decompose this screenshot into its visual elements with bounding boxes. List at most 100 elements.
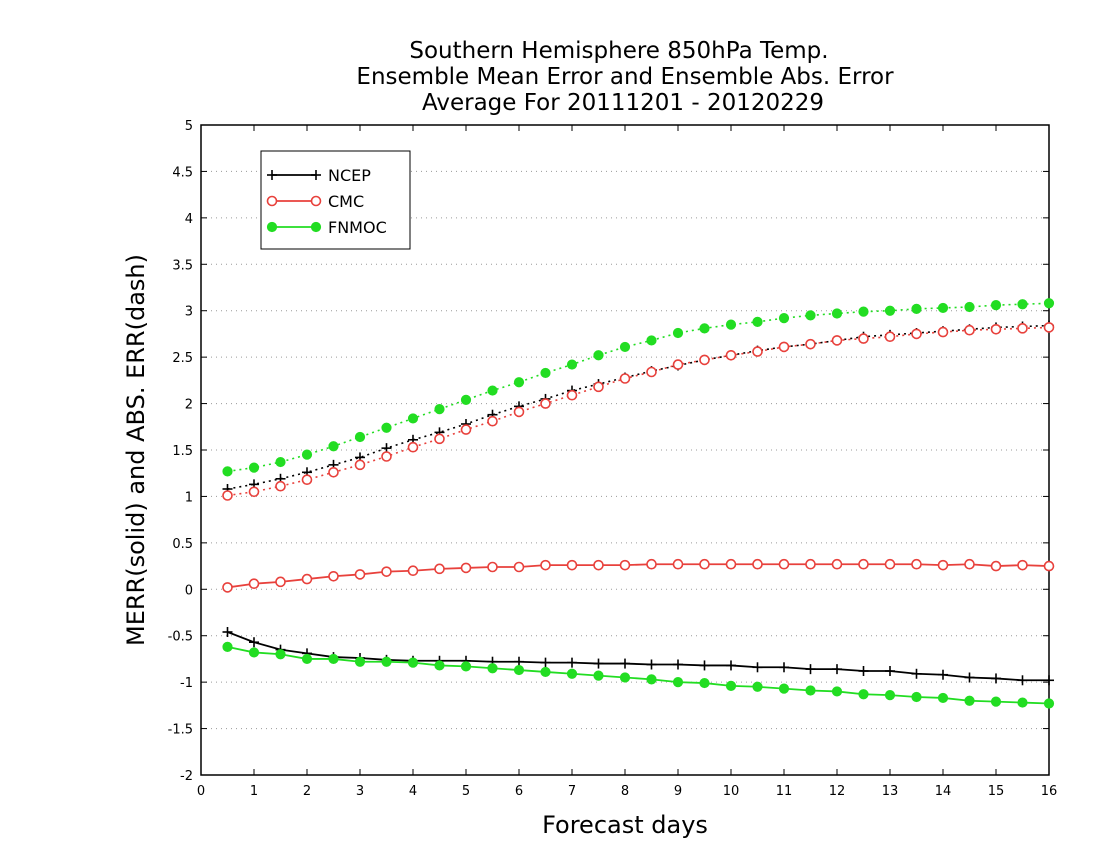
- fnmoc-abs-error-point: [752, 316, 763, 327]
- x-tick-label: 15: [988, 784, 1005, 799]
- ncep-mean-error-line: [227, 631, 1049, 682]
- cmc-mean-error-line: [227, 563, 1050, 589]
- cmc-abs-error-point: [937, 326, 949, 338]
- y-tick-label: -0.5: [168, 630, 193, 645]
- cmc-abs-error-point: [858, 333, 869, 344]
- cmc-abs-error-point: [460, 424, 472, 435]
- cmc-mean-error-point: [540, 559, 551, 571]
- legend-marker: [266, 221, 278, 233]
- x-tick-label: 5: [462, 784, 470, 799]
- fnmoc-abs-error-point: [964, 301, 975, 313]
- cmc-mean-error-point: [513, 561, 525, 573]
- cmc-mean-error-point: [1043, 560, 1055, 572]
- fnmoc-abs-error-point: [593, 350, 604, 361]
- series-ncep: [222, 320, 1054, 686]
- fnmoc-mean-error-point: [434, 660, 445, 671]
- cmc-mean-error-point: [248, 578, 260, 590]
- cmc-abs-error-point: [990, 323, 1002, 335]
- ncep-mean-error-point: [620, 658, 630, 669]
- fnmoc-abs-error-point: [884, 305, 896, 316]
- cmc-mean-error-point: [699, 558, 710, 570]
- ncep-mean-error-point: [699, 660, 710, 671]
- legend-marker: [267, 170, 277, 180]
- fnmoc-mean-error-point: [672, 677, 684, 688]
- cmc-abs-error-point: [354, 459, 366, 471]
- cmc-mean-error-point: [566, 559, 578, 571]
- cmc-mean-error-point: [434, 563, 445, 575]
- fnmoc-abs-error-point: [1043, 298, 1055, 309]
- legend-item-fnmoc: FNMOC: [266, 218, 387, 237]
- cmc-mean-error-point: [222, 582, 233, 593]
- cmc-abs-error-point: [381, 451, 392, 462]
- cmc-mean-error-point: [937, 559, 949, 571]
- y-tick-label: 2: [185, 398, 193, 413]
- fnmoc-abs-error-point: [248, 462, 260, 473]
- ncep-mean-error-point: [726, 660, 736, 671]
- fnmoc-abs-error-point: [407, 413, 419, 424]
- cmc-abs-error-point: [805, 338, 816, 350]
- cmc-abs-error-point: [513, 406, 525, 418]
- x-tick-label: 1: [250, 784, 258, 799]
- cmc-mean-error-point: [911, 558, 922, 570]
- legend-label: CMC: [328, 192, 364, 211]
- fnmoc-abs-error-point: [275, 456, 286, 468]
- fnmoc-mean-error-point: [619, 672, 631, 683]
- fnmoc-abs-error-point: [725, 319, 737, 330]
- fnmoc-abs-error-point: [222, 466, 233, 477]
- axis-ticks: -2-1.5-1-0.500.511.522.533.544.550 1 2 3 4 5 6…: [168, 119, 1058, 799]
- ncep-mean-error-point: [938, 669, 948, 680]
- fnmoc-mean-error-point: [831, 686, 843, 697]
- cmc-abs-error-line: [227, 326, 1050, 497]
- fnmoc-abs-error-point: [1017, 299, 1028, 310]
- cmc-mean-error-point: [725, 558, 737, 570]
- fnmoc-mean-error-point: [540, 666, 551, 678]
- cmc-mean-error-point: [301, 573, 313, 585]
- cmc-mean-error-point: [619, 559, 631, 571]
- cmc-mean-error-point: [884, 558, 896, 570]
- ncep-abs-error-line: [227, 324, 1050, 490]
- cmc-abs-error-point: [778, 341, 790, 353]
- fnmoc-abs-error-point: [301, 449, 313, 460]
- fnmoc-abs-error-line: [227, 302, 1050, 473]
- fnmoc-mean-error-point: [1043, 698, 1055, 709]
- fnmoc-mean-error-point: [566, 668, 578, 679]
- fnmoc-mean-error-point: [593, 670, 604, 681]
- fnmoc-mean-error-point: [699, 677, 710, 689]
- y-tick-label: 0: [185, 583, 193, 598]
- x-tick-label: 11: [776, 784, 793, 799]
- cmc-mean-error-point: [752, 558, 763, 570]
- x-tick-label: 16: [1041, 784, 1058, 799]
- cmc-mean-error-point: [831, 558, 843, 570]
- title-line-3: Average For 20111201 - 20120229: [422, 90, 824, 116]
- ncep-mean-error-point: [779, 662, 789, 673]
- fnmoc-mean-error-point: [1017, 697, 1028, 708]
- ncep-mean-error-point: [991, 673, 1001, 684]
- y-tick-label: 1.5: [172, 444, 193, 459]
- ncep-mean-error-point: [1044, 675, 1054, 686]
- cmc-abs-error-point: [964, 324, 975, 336]
- fnmoc-mean-error-point: [858, 689, 869, 700]
- y-tick-label: 3.5: [172, 258, 193, 273]
- fnmoc-abs-error-point: [672, 327, 684, 339]
- x-tick-label: 8: [621, 784, 629, 799]
- legend-box: [260, 150, 411, 250]
- cmc-mean-error-point: [275, 576, 286, 588]
- fnmoc-abs-error-point: [699, 323, 710, 334]
- fnmoc-mean-error-point: [990, 696, 1002, 707]
- ncep-mean-error-point: [249, 637, 259, 648]
- x-tick-label: 13: [882, 784, 899, 799]
- y-tick-label: -1.5: [168, 723, 193, 738]
- legend-marker: [266, 195, 278, 207]
- x-tick-label: 14: [935, 784, 952, 799]
- ncep-mean-error-point: [805, 664, 816, 675]
- cmc-abs-error-point: [301, 474, 313, 486]
- y-tick-label: 2.5: [172, 351, 193, 366]
- cmc-abs-error-point: [275, 480, 286, 492]
- cmc-abs-error-point: [672, 359, 684, 370]
- legend-label: FNMOC: [328, 218, 387, 237]
- cmc-abs-error-point: [752, 346, 763, 357]
- ncep-mean-error-point: [964, 672, 975, 683]
- cmc-abs-error-point: [248, 486, 260, 498]
- ncep-mean-error-point: [222, 627, 233, 637]
- cmc-mean-error-point: [593, 559, 604, 571]
